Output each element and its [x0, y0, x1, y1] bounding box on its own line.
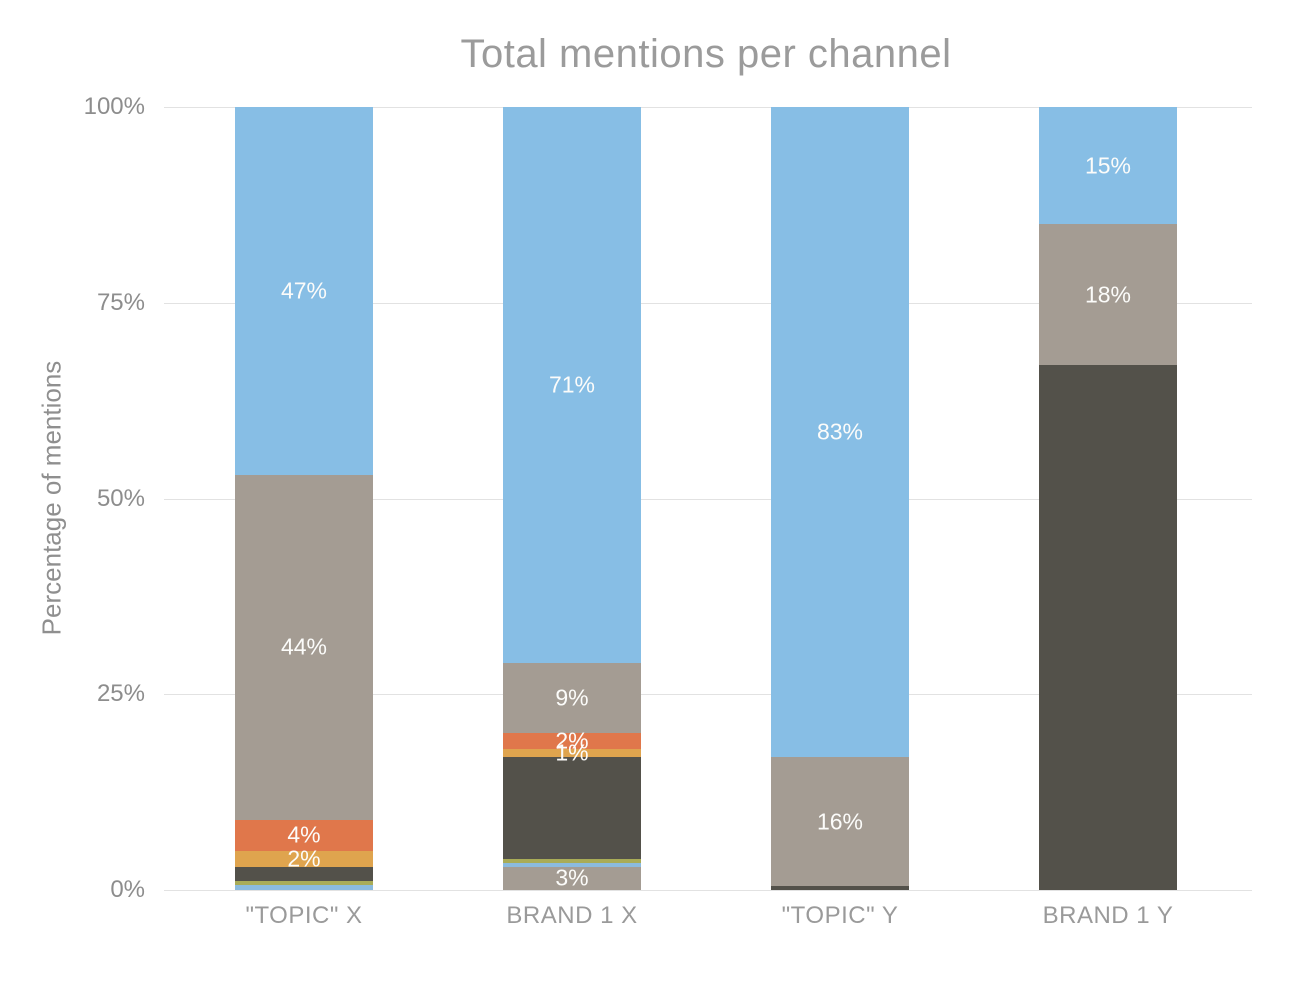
bar-segment-blue: 15%: [1039, 107, 1177, 225]
bar-segment-taupe: 16%: [771, 756, 909, 887]
bar-segment-olive: [235, 880, 373, 885]
segment-label: 44%: [280, 633, 328, 660]
bar-slot: 16% 83%: [706, 107, 974, 890]
bar-segment-orange: 2%: [503, 728, 641, 754]
segment-label: 83%: [816, 418, 864, 445]
y-tick-50: 50%: [96, 484, 145, 512]
gridline-25: [164, 694, 1252, 696]
bar-segment-taupe: 3%: [503, 864, 641, 891]
y-tick-100: 100%: [83, 93, 145, 120]
bar-segment-olive: [503, 858, 641, 863]
segment-label: 18%: [1084, 281, 1132, 308]
segment-label: 47%: [280, 277, 328, 304]
bar-segment-orange: 4%: [235, 819, 373, 851]
segment-label: 71%: [548, 371, 596, 398]
bar-segment-taupe: 9%: [503, 662, 641, 734]
bar-topic-x: 2% 4% 44% 47%: [235, 107, 373, 890]
x-label-brand-1-x: BRAND 1 X: [506, 902, 638, 929]
gridline-0: [164, 890, 1252, 891]
y-tick-0: 0%: [110, 876, 145, 903]
bar-segment-taupe: 18%: [1039, 224, 1177, 366]
plot-area: 100% 75% 50% 25% 0% 2% 4% 44% 47% 3% 1% 2% 9% 7…: [84, 93, 1252, 903]
x-label-topic-y: "TOPIC" Y: [781, 902, 899, 929]
bars-container: 2% 4% 44% 47% 3% 1% 2% 9% 71% 16% 83% 18% 15%: [170, 107, 1242, 891]
bar-segment-lightblue: [235, 884, 373, 890]
bar-slot: 18% 15%: [974, 107, 1242, 890]
bar-slot: 3% 1% 2% 9% 71%: [438, 107, 706, 891]
bar-segment-dark: [235, 866, 373, 881]
segment-label: 16%: [816, 808, 864, 834]
bar-segment-gold: 1%: [503, 740, 641, 766]
bar-segment-blue: 47%: [235, 107, 373, 476]
bar-segment-blue: 71%: [503, 107, 641, 663]
chart-title: Total mentions per channel: [460, 32, 952, 76]
gridline-75: [164, 302, 1252, 304]
bar-brand-1-x: 3% 1% 2% 9% 71%: [503, 107, 641, 891]
bar-segment-dark: [771, 886, 909, 890]
gridline-50: [164, 498, 1252, 500]
bar-segment-lightblue: [503, 862, 641, 867]
bar-segment-blue: 83%: [771, 107, 909, 757]
y-tick-75: 75%: [96, 288, 145, 316]
gridline-100: [164, 107, 1252, 108]
bar-segment-dark: [503, 756, 641, 859]
segment-label: 4%: [287, 821, 321, 848]
x-label-topic-x: "TOPIC" X: [245, 902, 363, 929]
bar-brand-1-y: 18% 15%: [1039, 107, 1177, 890]
segment-label: 3%: [555, 864, 589, 891]
segment-label: 15%: [1084, 152, 1132, 179]
segment-label: 9%: [555, 684, 589, 711]
bar-topic-y: 16% 83%: [771, 107, 909, 890]
bar-segment-gold: 2%: [235, 845, 373, 871]
bar-segment-taupe: 44%: [235, 475, 373, 820]
x-label-brand-1-y: BRAND 1 Y: [1042, 902, 1174, 929]
y-tick-25: 25%: [96, 680, 145, 708]
x-axis-labels: "TOPIC" X BRAND 1 X "TOPIC" Y BRAND 1 Y: [170, 902, 1242, 930]
bar-slot: 2% 4% 44% 47%: [170, 107, 438, 890]
bar-segment-dark: [1039, 365, 1177, 890]
